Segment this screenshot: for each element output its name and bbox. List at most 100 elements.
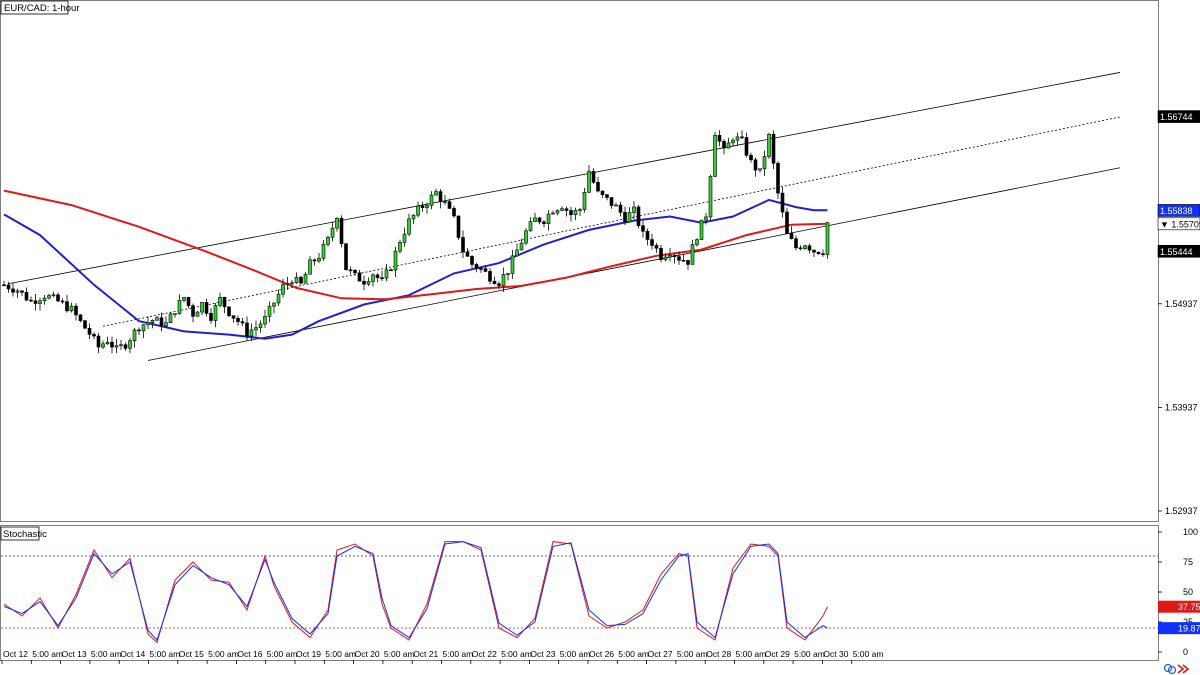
- candle-body: [573, 209, 578, 216]
- price-box: [1157, 244, 1200, 258]
- candle-body: [776, 162, 780, 194]
- candle-body: [101, 343, 105, 348]
- candle-body: [798, 247, 803, 250]
- candle-body: [137, 329, 141, 332]
- stochastic-tick-label: 50: [1183, 587, 1193, 597]
- candle-body: [645, 231, 650, 240]
- candle-body: [564, 208, 569, 211]
- candle-body: [434, 191, 438, 196]
- candle-body: [497, 283, 501, 286]
- candle-body: [816, 251, 821, 254]
- candle-body: [528, 221, 533, 232]
- main-chart-layer: [2, 72, 1121, 361]
- candle-body: [348, 269, 353, 272]
- candle-body: [420, 205, 425, 208]
- candle-body: [74, 305, 78, 316]
- candle-body: [96, 335, 101, 348]
- main-pane-border: [0, 0, 1159, 522]
- candle-body: [294, 276, 299, 284]
- candle-body: [479, 268, 483, 270]
- candle-body: [501, 274, 506, 286]
- candle-body: [713, 134, 717, 177]
- title-box: [0, 0, 69, 15]
- candle-body: [749, 154, 753, 161]
- candle-body: [488, 271, 492, 282]
- candle-body: [146, 322, 150, 326]
- stochastic-value-label: 19.87: [1178, 624, 1200, 634]
- candle-body: [87, 327, 92, 335]
- candle-body: [227, 306, 231, 316]
- candle-body: [641, 225, 645, 232]
- scroll-to-end-icon[interactable]: [1177, 664, 1190, 674]
- time-tick-label: Oct 27: [648, 649, 673, 659]
- candle-body: [771, 133, 776, 164]
- axis-layer: 1.56744 1.54937 1.53937 1.52937 1.55838 ▼ 1.5…: [1, 110, 1200, 664]
- candle-body: [47, 295, 51, 299]
- candle-body: [78, 314, 83, 321]
- candle-body: [182, 297, 186, 301]
- candle-body: [654, 245, 659, 249]
- price-box-label: 1.56744: [1160, 112, 1193, 122]
- candle-body: [128, 340, 132, 349]
- trendline-2: [147, 167, 1121, 361]
- time-tick-label: 5:00 am: [443, 649, 474, 659]
- candle-body: [821, 253, 825, 255]
- candle-body: [123, 344, 128, 349]
- trendline-0: [8, 72, 1121, 285]
- candle-body: [618, 204, 623, 213]
- candle-body: [42, 297, 47, 302]
- candle-body: [483, 268, 488, 272]
- candle-body: [515, 249, 519, 257]
- time-tick-label: Oct 16: [237, 649, 262, 659]
- time-tick-label: 5:00 am: [267, 649, 298, 659]
- stochastic-value-box: [1158, 600, 1200, 613]
- candle-body: [245, 322, 249, 337]
- time-tick-label: 5:00 am: [501, 649, 532, 659]
- candle-body: [83, 320, 87, 329]
- candle-body: [56, 294, 60, 302]
- price-box: [1157, 110, 1200, 123]
- candle-body: [690, 244, 695, 265]
- moving-average-0: [3, 198, 828, 340]
- candle-body: [767, 133, 771, 157]
- candle-body: [785, 211, 789, 234]
- trendline-1: [102, 116, 1121, 327]
- candle-body: [159, 317, 164, 327]
- time-tick-label: 5:00 am: [853, 649, 884, 659]
- price-box-label: 1.55444: [1160, 247, 1193, 257]
- candle-body: [24, 292, 29, 301]
- stochastic-tick-label: 75: [1183, 557, 1193, 567]
- time-tick-label: Oct 23: [530, 649, 555, 659]
- candle-body: [204, 302, 209, 314]
- candle-body: [753, 159, 758, 171]
- candle-body: [537, 217, 542, 223]
- candle-body: [789, 233, 794, 239]
- stochastic-value-label: 37.75: [1178, 602, 1200, 612]
- time-tick-label: Oct 15: [179, 649, 204, 659]
- candle-body: [249, 329, 254, 337]
- candle-body: [438, 191, 443, 202]
- sync-icon[interactable]: [1163, 663, 1177, 675]
- time-tick-label: 5:00 am: [677, 649, 708, 659]
- time-tick-label: Oct 19: [296, 649, 321, 659]
- candle-body: [254, 327, 258, 331]
- candle-body: [272, 302, 276, 307]
- candle-body: [281, 284, 285, 295]
- candle-body: [335, 217, 339, 229]
- time-tick-label: 5:00 am: [794, 649, 825, 659]
- candle-body: [650, 239, 654, 246]
- candle-body: [681, 260, 686, 262]
- candle-body: [353, 269, 357, 274]
- time-tick-label: Oct 12: [3, 649, 28, 659]
- candle-body: [542, 221, 546, 224]
- chart-title: EUR/CAD: 1-hour: [4, 3, 80, 14]
- candle-body: [213, 305, 218, 321]
- candle-body: [200, 302, 204, 313]
- candle-body: [780, 192, 785, 213]
- stochastic-line-1: [3, 541, 828, 641]
- stochastic-tick-label: 0: [1183, 647, 1188, 657]
- candle-body: [15, 290, 20, 293]
- candle-body: [263, 316, 267, 325]
